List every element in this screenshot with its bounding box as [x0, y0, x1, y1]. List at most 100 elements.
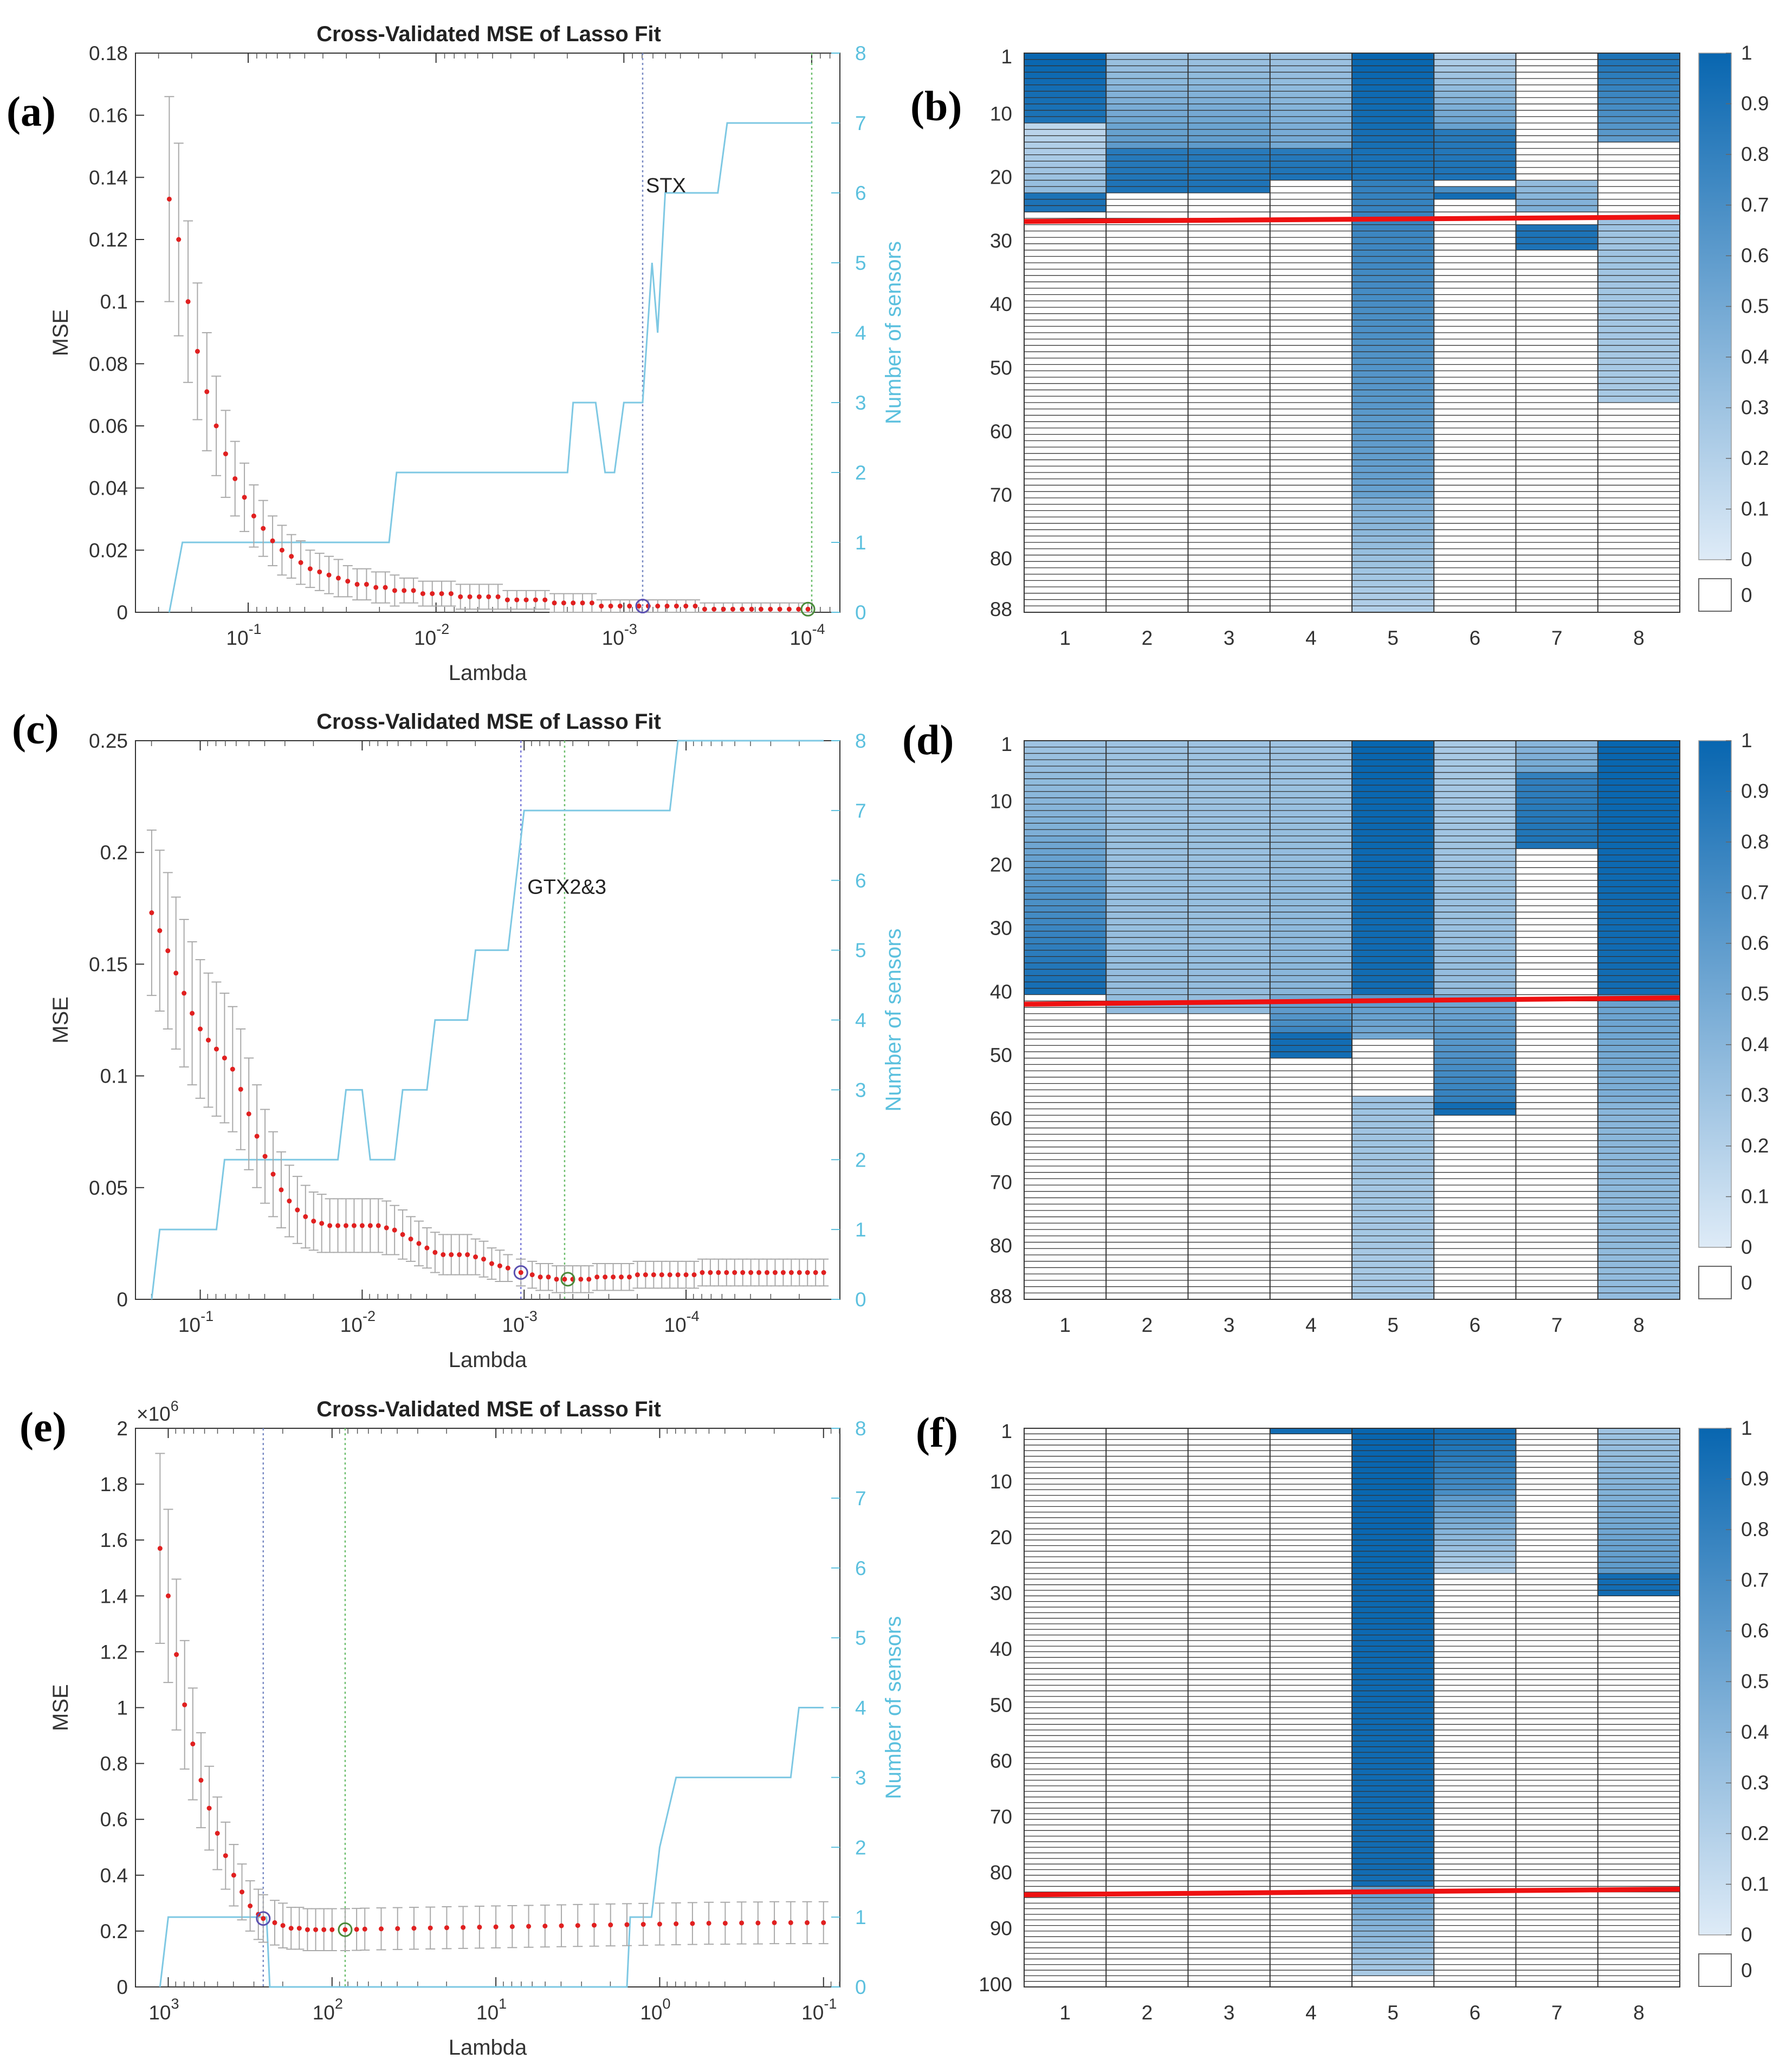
heatmap-cell [1352, 1467, 1434, 1473]
mse-point [344, 1223, 349, 1228]
heatmap-cell [1434, 963, 1516, 970]
heatmap-cell [1434, 91, 1516, 98]
mse-point [493, 1924, 499, 1929]
heatmap-cell [1352, 441, 1434, 448]
heatmap-cell [1597, 1191, 1680, 1198]
heatmap-cell [1188, 823, 1270, 830]
heatmap-cell [1597, 785, 1680, 792]
heatmap-cell [1352, 854, 1434, 862]
heatmap-cell [1597, 1077, 1680, 1084]
x-tick-label: 10-4 [664, 1308, 700, 1336]
heatmap-cell [1434, 103, 1516, 111]
mse-point [240, 1889, 245, 1895]
mse-point [383, 585, 388, 590]
heatmap-cell [1188, 78, 1270, 86]
heatmap-cell [1270, 123, 1352, 130]
heatmap-cell [1024, 116, 1106, 124]
y-tick-label: 0.08 [89, 353, 128, 375]
heatmap-cell [1597, 886, 1680, 893]
heatmap-cell [1352, 1473, 1434, 1479]
heatmap-cell [1024, 937, 1106, 944]
mse-point [683, 604, 689, 609]
mse-point [157, 928, 163, 934]
heatmap-cell [1270, 1020, 1352, 1027]
y2-tick-label: 3 [855, 392, 866, 414]
mse-point [327, 1223, 333, 1228]
mse-point [176, 237, 182, 242]
x-axis-label: Lambda [449, 661, 527, 685]
heatmap-cell [1352, 1166, 1434, 1173]
y-tick-label: 0 [117, 1976, 128, 1998]
y-tick-label: 0.2 [100, 1920, 128, 1942]
heatmap-cell [1270, 1007, 1352, 1014]
heatmap-cell [1597, 1478, 1680, 1485]
heatmap-cell [1270, 53, 1352, 60]
heatmap-cell [1597, 72, 1680, 79]
y2-tick-label: 1 [855, 1219, 866, 1241]
heatmap-cell [1352, 593, 1434, 600]
mse-point [805, 1270, 810, 1275]
heatmap-cell [1270, 830, 1352, 837]
heatmap-cell [1106, 791, 1188, 798]
selected-lambda-marker [800, 601, 816, 617]
column-tick-label: 6 [1470, 627, 1481, 649]
heatmap-cell [1352, 98, 1434, 105]
heatmap-cell [1516, 760, 1598, 767]
heatmap-cell [1434, 1551, 1516, 1557]
heatmap-cell [1024, 98, 1106, 105]
mse-point [683, 1272, 689, 1278]
heatmap-cell [1434, 982, 1516, 989]
heatmap-cell [1352, 893, 1434, 900]
heatmap-cell [1270, 874, 1352, 881]
heatmap-cell [1024, 91, 1106, 98]
heatmap-cell [1352, 842, 1434, 849]
y2-tick-label: 1 [855, 1906, 866, 1928]
heatmap-cell [1024, 950, 1106, 957]
heatmap-cell [1434, 1456, 1516, 1462]
heatmap-cell [1188, 791, 1270, 798]
mse-point [624, 1922, 630, 1927]
column-tick-label: 8 [1633, 627, 1645, 649]
heatmap-cell [1352, 912, 1434, 919]
heatmap-cell [1597, 1529, 1680, 1535]
heatmap-cell [1597, 224, 1680, 231]
row-tick-label: 60 [990, 1108, 1012, 1130]
y2-tick-label: 2 [855, 462, 866, 484]
heatmap-cell [1597, 1456, 1680, 1462]
heatmap-cell [1106, 830, 1188, 837]
heatmap-cell [1597, 854, 1680, 862]
heatmap-cell [1106, 110, 1188, 117]
mse-point [592, 1922, 597, 1928]
heatmap-cell [1352, 599, 1434, 606]
heatmap-cell [1024, 963, 1106, 970]
threshold-line [1024, 995, 1680, 1007]
heatmap-cell [1434, 880, 1516, 887]
y2-tick-label: 4 [855, 1009, 866, 1032]
heatmap-cell [1352, 1185, 1434, 1192]
heatmap-cell [1352, 447, 1434, 454]
heatmap-cell [1434, 72, 1516, 79]
heatmap-cell [1597, 817, 1680, 824]
heatmap-cell [1024, 59, 1106, 66]
heatmap-cell [1597, 804, 1680, 811]
heatmap-cell [1352, 861, 1434, 868]
mse-point [317, 569, 322, 574]
sensor-count-line [151, 740, 824, 1300]
heatmap-cell [1597, 1434, 1680, 1440]
row-tick-label: 80 [990, 1862, 1012, 1884]
heatmap-cell [1024, 129, 1106, 136]
heatmap-cell [1597, 1026, 1680, 1033]
mse-point [514, 597, 520, 603]
column-tick-label: 8 [1633, 2002, 1645, 2024]
heatmap-cell [1352, 313, 1434, 320]
heatmap-cell [1597, 288, 1680, 295]
row-tick-label: 30 [990, 917, 1012, 940]
colorbar-tick-label: 0.9 [1741, 1468, 1769, 1490]
heatmap-cell [1352, 173, 1434, 180]
heatmap-cell [1188, 747, 1270, 754]
heatmap-cell [1106, 98, 1188, 105]
annotation-label: STX [646, 174, 686, 197]
colorbar-tick-label: 0.1 [1741, 498, 1769, 520]
heatmap-cell [1434, 905, 1516, 912]
heatmap-cell [1597, 396, 1680, 403]
